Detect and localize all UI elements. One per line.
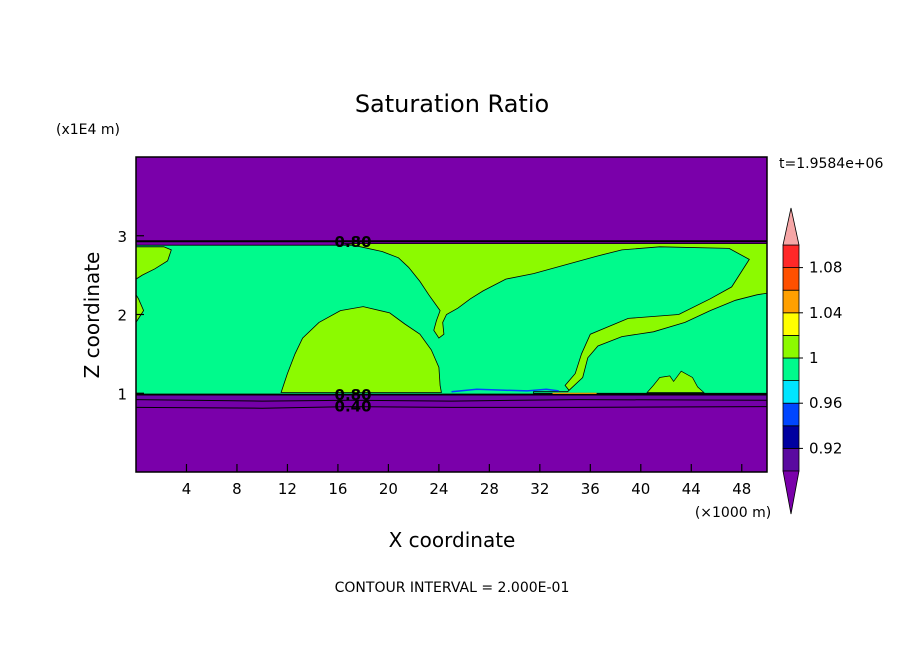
colorbar-under-triangle <box>782 470 800 515</box>
colorbar-label-0: 1.08 <box>809 259 842 277</box>
colorbar-segment-7 <box>782 289 800 314</box>
supersaturated-patch-lower <box>646 370 705 393</box>
colorbar-segment-9 <box>782 244 800 269</box>
colorbar-segment-8 <box>782 267 800 291</box>
supersaturated-patch-left <box>135 246 172 280</box>
contour-line-0-4 <box>135 406 768 409</box>
colorbar-segment-2 <box>782 402 800 427</box>
y-tick-label-2: 2 <box>117 307 127 325</box>
supersaturated-bubble <box>280 306 442 393</box>
contour-interval-note: CONTOUR INTERVAL = 2.000E-01 <box>335 580 570 596</box>
contour-labels: 0.800.800.40 <box>335 233 372 416</box>
x-tick-label-12: 12 <box>278 480 297 498</box>
colorbar-segment-5 <box>782 334 800 359</box>
x-tick-label-8: 8 <box>232 480 242 498</box>
x-axis-title: X coordinate <box>389 528 516 552</box>
y-tick-label-3: 3 <box>117 228 127 246</box>
x-tick-label-32: 32 <box>530 480 549 498</box>
contour-label-2: 0.40 <box>335 398 372 416</box>
x-tick-label-36: 36 <box>581 480 600 498</box>
x-tick-label-20: 20 <box>379 480 398 498</box>
y-axis-title: Z coordinate <box>80 252 104 379</box>
colorbar-label-1: 1.04 <box>809 304 842 322</box>
contour-label-0: 0.80 <box>335 233 372 251</box>
contour-line-0-6 <box>135 399 768 402</box>
colorbar-over-triangle <box>782 207 800 246</box>
x-tick-label-48: 48 <box>732 480 751 498</box>
colorbar-segment-4 <box>782 357 800 382</box>
colorbar-segment-6 <box>782 312 800 336</box>
x-axis-unit: (×1000 m) <box>695 505 771 521</box>
dry-band-lower <box>136 399 767 408</box>
x-tick-label-4: 4 <box>182 480 192 498</box>
x-tick-label-44: 44 <box>682 480 701 498</box>
contour-label-1: 0.80 <box>335 386 372 404</box>
x-tick-label-16: 16 <box>328 480 347 498</box>
time-label: t=1.9584e+06 <box>779 156 883 172</box>
x-tick-label-24: 24 <box>429 480 448 498</box>
chart-title: Saturation Ratio <box>355 90 549 118</box>
x-tick-label-28: 28 <box>480 480 499 498</box>
dry-band-upper <box>136 395 767 400</box>
colorbar: 1.08 1.04 1 0.96 0.92 <box>782 207 842 515</box>
x-tick-label-40: 40 <box>631 480 650 498</box>
colorbar-label-2: 1 <box>809 349 819 367</box>
y-tick-label-1: 1 <box>117 385 127 403</box>
colorbar-label-3: 0.96 <box>809 394 842 412</box>
colorbar-segment-1 <box>782 425 800 449</box>
colorbar-segment-0 <box>782 447 800 472</box>
colorbar-label-4: 0.92 <box>809 439 842 457</box>
y-axis-unit: (x1E4 m) <box>56 122 120 138</box>
colorbar-segment-3 <box>782 380 800 404</box>
plot-area <box>135 156 768 473</box>
cloud-base-streak <box>451 388 559 393</box>
